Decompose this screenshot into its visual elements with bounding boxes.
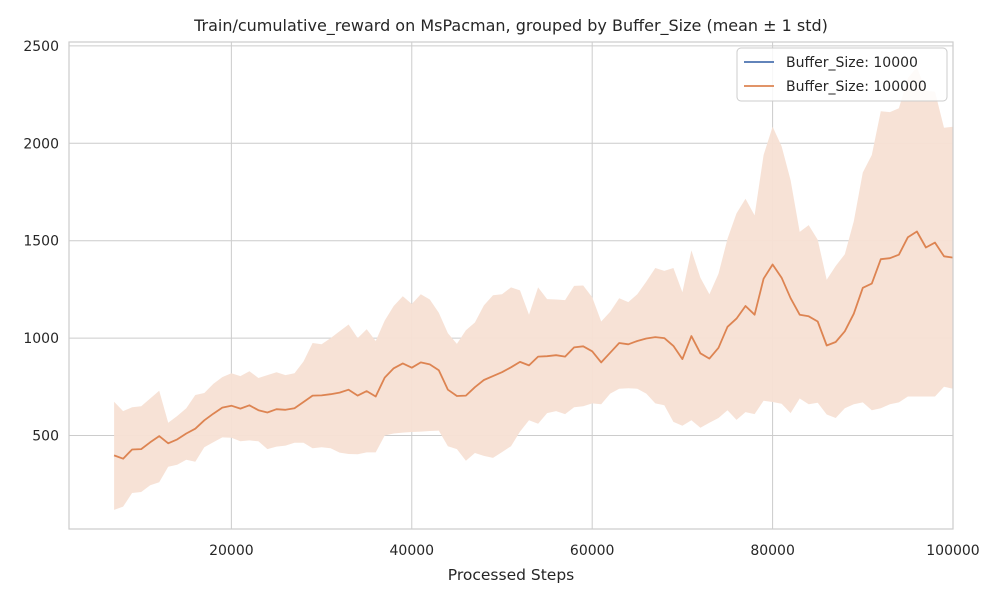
plot-frame [68,41,954,530]
x-tick-labels: 20000 40000 60000 80000 100000 [209,543,980,559]
legend: Buffer_Size: 10000 Buffer_Size: 100000 [736,47,948,102]
x-tick-label: 60000 [570,543,615,559]
x-tick-label: 80000 [750,543,795,559]
x-axis-label: Processed Steps [448,566,574,584]
y-tick-labels: 500 1000 1500 2000 2500 [23,39,59,445]
y-tick-label: 500 [32,428,59,444]
mean-lines [113,230,954,460]
mean-line [113,230,954,460]
y-tick-label: 2000 [23,136,59,152]
std-bands [114,67,954,510]
y-tick-label: 2500 [23,39,59,55]
legend-label: Buffer_Size: 10000 [786,55,918,71]
x-tick-label: 40000 [390,543,435,559]
x-tick-label: 20000 [209,543,254,559]
x-tick-label: 100000 [926,543,979,559]
chart-title: Train/cumulative_reward on MsPacman, gro… [193,16,828,36]
std-band [114,67,954,510]
y-tick-label: 1000 [23,331,59,347]
y-tick-label: 1500 [23,234,59,250]
legend-label: Buffer_Size: 100000 [786,79,927,95]
legend-box [736,47,948,102]
legend-items: Buffer_Size: 10000 Buffer_Size: 100000 [744,55,927,95]
